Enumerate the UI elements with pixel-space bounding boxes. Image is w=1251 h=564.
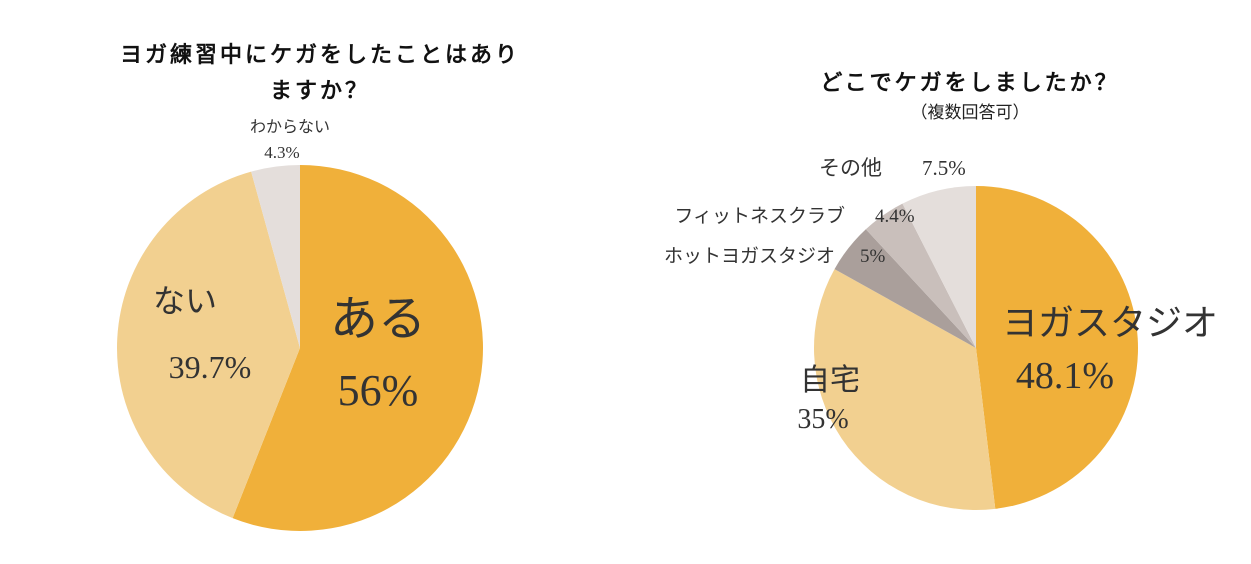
value-label: 39.7% — [169, 349, 252, 385]
pie-slice — [116, 171, 300, 519]
slice-label: わからない — [250, 118, 330, 136]
chart-title: どこでケガをしましたか？ — [820, 71, 1120, 96]
value-label: 5% — [860, 246, 886, 267]
slice-label: フィットネスクラブ — [674, 204, 845, 227]
pie-slice — [865, 203, 976, 348]
pie-slice — [251, 165, 300, 348]
value-label: 56% — [338, 366, 419, 415]
chart-title: ヨガ練習中にケガをしたことはありますか？ — [119, 43, 520, 104]
value-label: 4.3% — [264, 143, 299, 162]
chart-subtitle: （複数回答可） — [910, 103, 1030, 123]
pie-slice — [813, 269, 996, 511]
slice-label: その他 — [819, 156, 882, 180]
slice-label: 自宅 — [800, 364, 860, 397]
value-label: 7.5% — [922, 156, 966, 180]
pie-slice — [902, 186, 976, 348]
value-label: 4.4% — [875, 206, 915, 227]
slice-label: ない — [153, 283, 217, 319]
value-label: 35% — [797, 404, 848, 435]
pie-slice — [232, 165, 483, 531]
value-label: 48.1% — [1016, 355, 1114, 397]
pie-slice — [976, 186, 1138, 509]
slice-label: ホットヨガスタジオ — [664, 245, 835, 267]
slice-label: ヨガスタジオ — [1002, 303, 1218, 343]
pie-slice — [834, 229, 976, 348]
slice-label: ある — [330, 293, 426, 346]
